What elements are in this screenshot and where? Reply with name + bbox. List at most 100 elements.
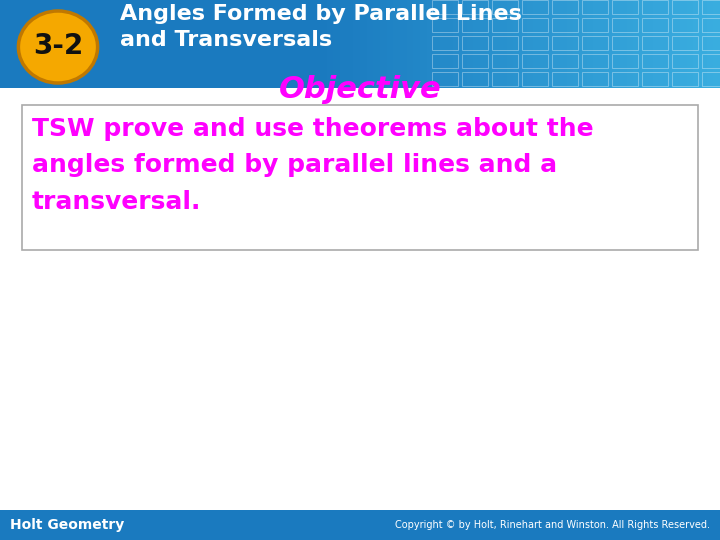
Bar [612,0,638,14]
Bar [522,0,548,14]
Bar [487,0,495,88]
Bar [492,0,518,14]
Bar [626,0,634,88]
Bar [706,0,714,88]
Bar [693,0,701,88]
Bar [567,0,575,88]
Bar [520,0,528,88]
Bar [462,18,488,32]
Bar [634,0,641,88]
Bar [366,0,374,88]
Bar [513,0,521,88]
Bar [473,0,481,88]
Bar [582,36,608,50]
Bar [552,72,578,86]
Bar [432,54,458,68]
Bar [702,18,720,32]
Bar [407,0,414,88]
Bar [660,0,667,88]
Bar [492,72,518,86]
Bar [492,36,518,50]
Bar [413,0,421,88]
Bar [522,36,548,50]
Bar [522,18,548,32]
Bar [640,0,648,88]
Bar [702,72,720,86]
Text: 3-2: 3-2 [33,32,83,60]
Bar [582,0,608,14]
Bar [672,0,698,14]
Text: and Transversals: and Transversals [120,30,332,50]
Bar [546,0,554,88]
Bar [573,0,581,88]
Bar [492,54,518,68]
Bar [580,0,588,88]
Bar [552,0,578,14]
Bar [667,0,675,88]
Bar [582,18,608,32]
Bar [320,0,328,88]
Bar [340,0,348,88]
Bar [560,0,567,88]
Bar [612,18,638,32]
Text: Holt Geometry: Holt Geometry [10,518,125,532]
Bar [653,0,661,88]
Bar [702,54,720,68]
Bar [346,0,354,88]
Bar [554,0,561,88]
Bar [454,0,461,88]
Bar [526,0,534,88]
Bar [420,0,428,88]
Bar [673,0,681,88]
Bar [714,0,720,88]
Bar [582,54,608,68]
Bar [492,18,518,32]
Bar [552,36,578,50]
Bar [600,0,608,88]
Bar [534,0,541,88]
Bar [427,0,434,88]
Bar [467,0,474,88]
Bar [432,72,458,86]
Bar [702,0,720,14]
Bar [613,0,621,88]
Bar [22,105,698,250]
Ellipse shape [19,11,98,83]
Bar [612,54,638,68]
Bar [462,36,488,50]
Bar [360,0,368,88]
Bar [607,0,614,88]
Bar [400,0,408,88]
Bar [480,0,487,88]
Bar [380,0,387,88]
Bar [462,54,488,68]
Bar [432,36,458,50]
Text: Angles Formed by Parallel Lines: Angles Formed by Parallel Lines [120,4,522,24]
Bar [522,54,548,68]
Bar [612,36,638,50]
Bar [672,54,698,68]
Bar [642,54,668,68]
Bar [374,0,381,88]
Bar [522,72,548,86]
Bar [680,0,688,88]
Bar [446,0,454,88]
Bar [552,18,578,32]
Bar [620,0,628,88]
Text: Objective: Objective [279,76,441,105]
Bar [582,72,608,86]
Bar [354,0,361,88]
Bar [702,36,720,50]
Bar [642,0,668,14]
Text: Copyright © by Holt, Rinehart and Winston. All Rights Reserved.: Copyright © by Holt, Rinehart and Winsto… [395,520,710,530]
Bar [507,0,514,88]
Bar [432,0,458,14]
Bar [642,72,668,86]
Bar [393,0,401,88]
Bar [327,0,334,88]
Bar [672,72,698,86]
Bar [647,0,654,88]
Bar [672,18,698,32]
Bar [500,0,508,88]
Bar [387,0,395,88]
